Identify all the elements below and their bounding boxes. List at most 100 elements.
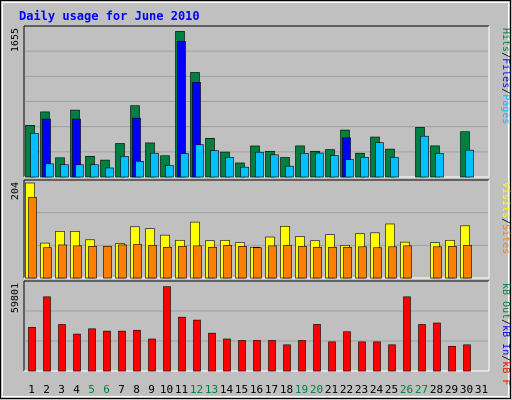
bar-sites xyxy=(343,246,352,279)
bar-kb-f xyxy=(58,324,66,372)
x-tick-label: 12 xyxy=(190,383,203,396)
legend-entry: / xyxy=(500,88,511,94)
bar-pages xyxy=(75,164,84,178)
bar-kb-f xyxy=(163,286,171,372)
bar-kb-f xyxy=(433,322,441,372)
bar-kb-f xyxy=(373,341,381,372)
x-tick-label: 18 xyxy=(280,383,293,396)
x-tick-label: 28 xyxy=(430,383,443,396)
bar-pages xyxy=(285,165,294,178)
bar-sites xyxy=(313,246,322,279)
legend-entry: / xyxy=(500,52,511,58)
bar-kb-f xyxy=(148,338,156,372)
x-axis-labels: 1 2 3 4 5 6 7 8 9 10 11 12 13 14 15 16 17 18 19 20 21 22 23 24 2… xyxy=(28,383,488,396)
panel-top: 1655 Hits/Files/Pages xyxy=(10,25,511,178)
bar-kb-f xyxy=(358,341,366,372)
bar-kb-f xyxy=(208,332,216,372)
legend-entry: Files xyxy=(500,58,511,88)
legend-entry: / xyxy=(500,218,511,224)
legend-top: Hits/Files/Pages xyxy=(500,28,511,124)
bar-pages xyxy=(240,166,249,178)
bar-pages xyxy=(135,161,144,178)
bar-pages xyxy=(165,165,174,178)
legend-entry: kB In xyxy=(500,325,511,355)
legend-entry: / xyxy=(500,355,511,361)
bar-sites xyxy=(283,245,292,279)
x-tick-label: 23 xyxy=(355,383,368,396)
x-tick-label: 3 xyxy=(58,383,65,396)
bar-kb-f xyxy=(193,319,201,372)
x-tick-label: 25 xyxy=(385,383,398,396)
x-tick-label: 21 xyxy=(325,383,338,396)
bar-pages xyxy=(360,157,369,178)
x-tick-label: 26 xyxy=(400,383,413,396)
legend-entry: Visits xyxy=(500,182,511,218)
bar-pages xyxy=(270,154,279,178)
legend-entry: / xyxy=(500,319,511,325)
bars-bottom xyxy=(28,286,471,372)
bar-kb-f xyxy=(88,328,96,372)
legend-middle: Visits/Sites xyxy=(500,182,511,254)
bar-sites xyxy=(448,246,457,279)
bar-kb-f xyxy=(463,344,471,372)
bar-pages xyxy=(60,164,69,178)
x-tick-label: 30 xyxy=(460,383,473,396)
y-max-label: 204 xyxy=(10,182,21,200)
panel-middle: 204 Visits/Sites xyxy=(10,179,511,279)
bar-sites xyxy=(163,246,172,279)
bar-kb-f xyxy=(298,340,306,372)
bar-kb-f xyxy=(43,296,51,372)
bar-sites xyxy=(88,246,97,279)
x-tick-label: 17 xyxy=(265,383,278,396)
bar-kb-f xyxy=(103,330,111,372)
x-tick-label: 14 xyxy=(220,383,234,396)
bar-pages xyxy=(105,167,114,178)
bar-kb-f xyxy=(418,324,426,372)
x-tick-label: 10 xyxy=(160,383,173,396)
legend-entry: Hits xyxy=(500,28,511,52)
bar-pages xyxy=(315,152,324,178)
bar-pages xyxy=(300,153,309,178)
legend-entry: kB F xyxy=(500,361,511,385)
bar-kb-f xyxy=(223,338,231,372)
bar-kb-f xyxy=(388,344,396,372)
bar-pages xyxy=(420,135,429,178)
bar-pages xyxy=(45,163,54,178)
x-tick-label: 13 xyxy=(205,383,218,396)
bar-pages xyxy=(180,153,189,178)
bar-sites xyxy=(103,246,112,279)
x-tick-label: 2 xyxy=(43,383,50,396)
bar-sites xyxy=(73,245,82,279)
bar-sites xyxy=(133,244,142,279)
bars-top xyxy=(25,31,474,178)
bar-sites xyxy=(358,246,367,279)
bar-sites xyxy=(298,246,307,279)
bar-kb-f xyxy=(133,329,141,372)
bar-kb-f xyxy=(328,341,336,372)
bar-sites xyxy=(118,244,127,279)
bar-sites xyxy=(148,245,157,279)
bar-pages xyxy=(225,157,234,178)
x-tick-label: 24 xyxy=(370,383,384,396)
y-max-label: 1655 xyxy=(10,28,21,52)
bar-kb-f xyxy=(73,333,81,372)
x-tick-label: 16 xyxy=(250,383,263,396)
legend-entry: Pages xyxy=(500,94,511,124)
bar-pages xyxy=(150,152,159,178)
bar-sites xyxy=(373,247,382,279)
x-tick-label: 15 xyxy=(235,383,248,396)
bar-sites xyxy=(193,245,202,279)
bar-pages xyxy=(465,149,474,178)
x-tick-label: 22 xyxy=(340,383,353,396)
bar-pages xyxy=(330,155,339,178)
x-tick-label: 29 xyxy=(445,383,458,396)
chart-title: Daily usage for June 2010 xyxy=(19,9,200,23)
bar-sites xyxy=(223,245,232,279)
x-tick-label: 19 xyxy=(295,383,308,396)
y-max-label: 59801 xyxy=(10,283,21,313)
bar-sites xyxy=(388,246,397,279)
bar-kb-f xyxy=(283,344,291,372)
